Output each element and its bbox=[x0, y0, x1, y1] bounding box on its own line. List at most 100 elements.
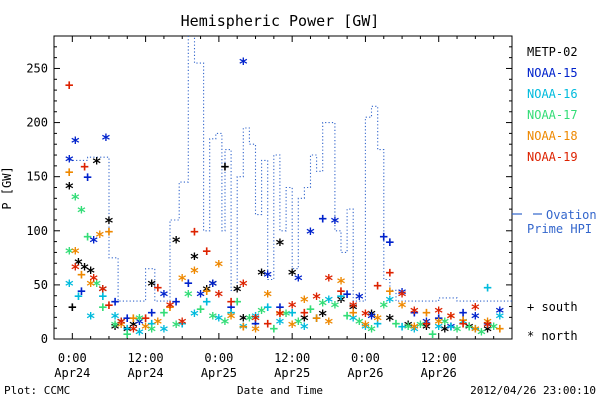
data-point: * bbox=[104, 213, 114, 232]
data-point: + bbox=[178, 316, 186, 332]
data-point: + bbox=[202, 283, 210, 299]
data-point: * bbox=[300, 319, 310, 338]
data-point: + bbox=[196, 302, 204, 318]
data-point: + bbox=[288, 305, 296, 321]
y-tick-label: 100 bbox=[26, 224, 48, 238]
data-point: + bbox=[300, 305, 308, 321]
data-point: + bbox=[496, 321, 504, 337]
data-point: + bbox=[68, 300, 76, 316]
data-point: * bbox=[379, 298, 389, 317]
data-point: * bbox=[202, 281, 212, 300]
data-point: + bbox=[386, 283, 394, 299]
data-point: * bbox=[98, 281, 108, 300]
data-point: + bbox=[239, 319, 247, 335]
legend-item: METP-02 bbox=[527, 45, 578, 59]
data-point: * bbox=[397, 298, 407, 317]
data-point: + bbox=[343, 287, 351, 303]
y-tick-label: 250 bbox=[26, 61, 48, 75]
data-point: + bbox=[221, 159, 229, 175]
legend-item: NOAA-15 bbox=[527, 66, 578, 80]
data-point: * bbox=[116, 314, 126, 333]
data-point: + bbox=[276, 305, 284, 321]
data-point: + bbox=[422, 316, 430, 332]
data-points-layer: *+***************+****** ** * * * * * * * ***++**… bbox=[64, 54, 504, 344]
data-point: + bbox=[386, 265, 394, 281]
data-point: * bbox=[257, 303, 267, 322]
data-point: + bbox=[471, 321, 479, 337]
data-point: + bbox=[422, 316, 430, 332]
data-point: * bbox=[312, 289, 322, 308]
data-point: * bbox=[251, 321, 261, 340]
data-point: * bbox=[220, 314, 230, 333]
data-point: * bbox=[293, 314, 303, 333]
data-point: + bbox=[373, 278, 381, 294]
x-tick-time-label: 12:00 bbox=[274, 351, 310, 365]
data-point: * bbox=[190, 249, 200, 268]
data-point: * bbox=[403, 317, 413, 336]
ovation-legend-label: Prime HPI bbox=[527, 222, 592, 236]
data-point: * bbox=[440, 321, 450, 340]
data-point: + bbox=[77, 283, 85, 299]
data-point: * bbox=[416, 317, 426, 336]
data-point: * bbox=[86, 276, 96, 295]
data-point: * bbox=[495, 303, 505, 322]
data-point: + bbox=[483, 316, 491, 332]
data-point: + bbox=[105, 297, 113, 313]
data-point: + bbox=[459, 305, 467, 321]
data-point: * bbox=[477, 325, 487, 344]
data-point: * bbox=[336, 292, 346, 311]
data-point: * bbox=[214, 256, 224, 275]
data-point: * bbox=[171, 317, 181, 336]
data-point: * bbox=[422, 319, 432, 338]
data-point: + bbox=[337, 289, 345, 305]
data-point: + bbox=[392, 316, 400, 332]
data-point: * bbox=[89, 233, 99, 252]
data-point: * bbox=[489, 319, 499, 338]
x-tick-time-label: 12:00 bbox=[421, 351, 457, 365]
data-point: * bbox=[330, 213, 340, 232]
x-tick-time-label: 0:00 bbox=[204, 351, 233, 365]
data-point: * bbox=[434, 319, 444, 338]
data-point: + bbox=[65, 78, 73, 94]
ovation-hpi-layer bbox=[69, 36, 512, 302]
data-point: * bbox=[86, 263, 96, 282]
data-point: * bbox=[71, 243, 81, 262]
data-point: * bbox=[101, 130, 111, 149]
data-point: * bbox=[293, 270, 303, 289]
data-point: * bbox=[464, 319, 474, 338]
data-point: + bbox=[447, 319, 455, 335]
data-point: + bbox=[459, 313, 467, 329]
data-point: + bbox=[312, 310, 320, 326]
data-point: + bbox=[373, 316, 381, 332]
data-point: * bbox=[471, 308, 481, 327]
data-point: * bbox=[275, 235, 285, 254]
data-point: * bbox=[397, 285, 407, 304]
data-point: + bbox=[202, 243, 210, 259]
data-point: * bbox=[147, 276, 157, 295]
data-point: + bbox=[123, 327, 131, 343]
data-point: * bbox=[367, 306, 377, 325]
symbol-legend: + south * north bbox=[527, 300, 578, 343]
data-point: + bbox=[398, 319, 406, 335]
data-point: * bbox=[177, 270, 187, 289]
data-point: * bbox=[64, 276, 74, 295]
data-point: * bbox=[165, 298, 175, 317]
data-point: * bbox=[110, 317, 120, 336]
data-point: * bbox=[452, 321, 462, 340]
data-point: * bbox=[385, 292, 395, 311]
x-tick-date-label: Apr25 bbox=[274, 366, 310, 380]
legend-item: NOAA-17 bbox=[527, 108, 578, 122]
data-point: * bbox=[361, 319, 371, 338]
data-point: * bbox=[64, 243, 74, 262]
data-point: * bbox=[159, 321, 169, 340]
data-point: * bbox=[306, 224, 316, 243]
ovation-hpi-line bbox=[69, 36, 512, 302]
legend-item: NOAA-18 bbox=[527, 129, 578, 143]
data-point: * bbox=[214, 311, 224, 330]
x-tick-time-label: 12:00 bbox=[128, 351, 164, 365]
data-point: * bbox=[208, 308, 218, 327]
data-point: * bbox=[483, 321, 493, 340]
data-point: + bbox=[380, 229, 388, 245]
data-point: * bbox=[422, 314, 432, 333]
